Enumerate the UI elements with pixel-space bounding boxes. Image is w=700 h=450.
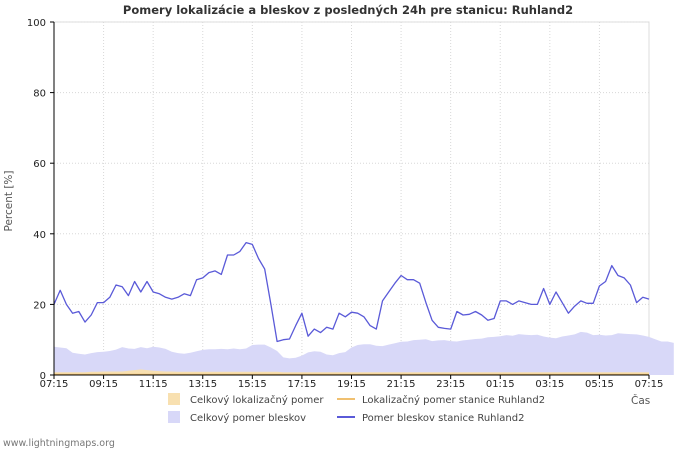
x-tick-label: 17:15 xyxy=(288,379,317,390)
y-tick-label: 60 xyxy=(33,159,46,170)
y-ticks: 0 20 40 60 80 100 xyxy=(27,18,54,382)
grid xyxy=(54,21,649,375)
y-tick-label: 0 xyxy=(40,371,46,382)
credit-text: www.lightningmaps.org xyxy=(3,438,115,449)
y-tick-label: 100 xyxy=(27,18,46,29)
x-axis-label: Čas xyxy=(631,394,650,407)
line-pomer-bleskov-stanice-ruhland2 xyxy=(53,241,650,343)
x-tick-label: 07:15 xyxy=(40,379,69,390)
x-tick-label: 15:15 xyxy=(238,379,267,390)
y-tick-label: 20 xyxy=(33,300,46,311)
x-ticks: 07:15 09:15 11:15 13:15 15:15 17:15 19:15 21:15… xyxy=(40,375,664,390)
x-tick-label: 13:15 xyxy=(188,379,217,390)
x-tick-label: 19:15 xyxy=(337,379,366,390)
y-axis-label: Percent [%] xyxy=(3,170,15,231)
y-tick-label: 40 xyxy=(33,230,46,241)
legend-label: Lokalizačný pomer stanice Ruhland2 xyxy=(362,394,545,406)
x-tick-label: 11:15 xyxy=(139,379,168,390)
x-tick-label: 05:15 xyxy=(585,379,614,390)
legend-label: Pomer bleskov stanice Ruhland2 xyxy=(362,413,524,424)
legend-item-pomer-bleskov-stanice: Pomer bleskov stanice Ruhland2 xyxy=(337,413,524,424)
x-tick-label: 09:15 xyxy=(89,379,118,390)
legend-item-celkovy-lokalizacny-pomer: Celkový lokalizačný pomer xyxy=(168,393,324,406)
x-tick-label: 03:15 xyxy=(535,379,564,390)
legend-swatch-bleskov xyxy=(168,411,180,423)
x-tick-label: 07:15 xyxy=(635,379,664,390)
area-celkovy-pomer-bleskov xyxy=(54,331,674,375)
area-celkovy-lokalizacny-pomer xyxy=(54,369,649,375)
legend-label: Celkový lokalizačný pomer xyxy=(190,394,324,406)
chart-title: Pomery lokalizácie a bleskov z poslednýc… xyxy=(123,3,573,17)
series-layer xyxy=(53,241,674,375)
x-tick-label: 21:15 xyxy=(387,379,416,390)
legend: Celkový lokalizačný pomer Lokalizačný po… xyxy=(168,393,545,424)
legend-item-lokalizacny-pomer-stanice: Lokalizačný pomer stanice Ruhland2 xyxy=(337,394,545,406)
legend-item-celkovy-pomer-bleskov: Celkový pomer bleskov xyxy=(168,411,306,424)
legend-label: Celkový pomer bleskov xyxy=(190,412,306,424)
y-tick-label: 80 xyxy=(33,89,46,100)
x-tick-label: 01:15 xyxy=(486,379,515,390)
legend-swatch-lokalizacny xyxy=(168,393,180,405)
x-tick-label: 23:15 xyxy=(436,379,465,390)
